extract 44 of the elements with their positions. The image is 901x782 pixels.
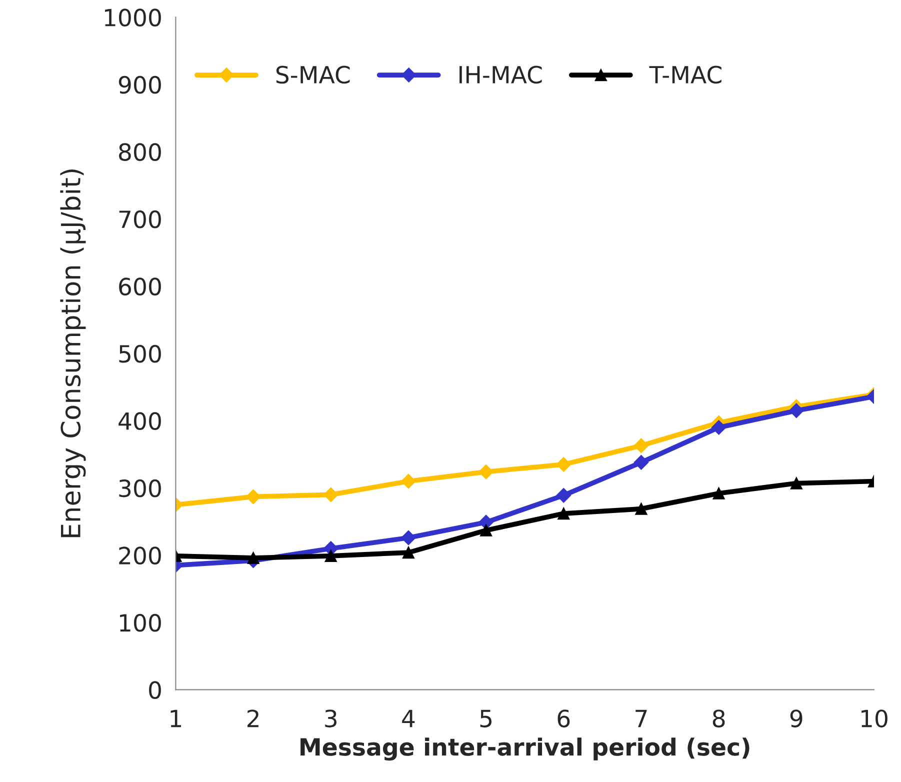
y-tick-label: 800 xyxy=(119,143,161,162)
x-tick-label: 8 xyxy=(712,710,725,728)
y-tick-label: 1000 xyxy=(105,8,161,27)
x-tick-label: 5 xyxy=(480,710,492,728)
x-axis-title: Message inter-arrival period (sec) xyxy=(300,738,750,761)
legend-label: S-MAC xyxy=(276,66,350,84)
legend-label: T-MAC xyxy=(649,66,722,84)
y-tick-label: 500 xyxy=(119,344,161,363)
x-tick-label: 4 xyxy=(402,710,415,728)
y-tick-label: 0 xyxy=(149,681,161,700)
point xyxy=(712,487,725,500)
y-tick-label: 700 xyxy=(119,210,161,228)
point xyxy=(401,530,416,546)
y-tick-label: 100 xyxy=(120,614,161,632)
point xyxy=(790,477,802,490)
legend-label: IH-MAC xyxy=(460,66,542,84)
x-tick-label: 1 xyxy=(170,710,182,728)
point xyxy=(634,455,649,470)
point xyxy=(246,489,261,504)
y-axis-title: Energy Consumption (µJ/bit) xyxy=(60,170,86,538)
x-tick-label: 7 xyxy=(636,710,647,728)
point xyxy=(402,546,415,559)
y-tick-label: 900 xyxy=(118,76,161,94)
point xyxy=(788,403,804,418)
point xyxy=(711,420,726,435)
x-tick-label: 6 xyxy=(558,710,570,728)
point xyxy=(401,474,416,489)
y-tick-label: 200 xyxy=(119,546,161,565)
point xyxy=(247,552,260,564)
y-tick-label: 600 xyxy=(119,278,161,296)
point xyxy=(480,524,492,536)
y-tick-label: 300 xyxy=(119,479,161,498)
x-tick-label: 2 xyxy=(248,710,258,728)
x-tick-label: 10 xyxy=(862,710,888,728)
x-tick-label: 3 xyxy=(325,710,336,728)
y-tick-label: 400 xyxy=(118,412,161,430)
point xyxy=(324,550,337,562)
point xyxy=(556,457,572,472)
x-tick-label: 9 xyxy=(790,710,802,728)
point xyxy=(634,438,649,453)
point xyxy=(478,464,494,480)
point xyxy=(556,488,572,503)
point xyxy=(635,502,648,515)
point xyxy=(558,507,570,520)
